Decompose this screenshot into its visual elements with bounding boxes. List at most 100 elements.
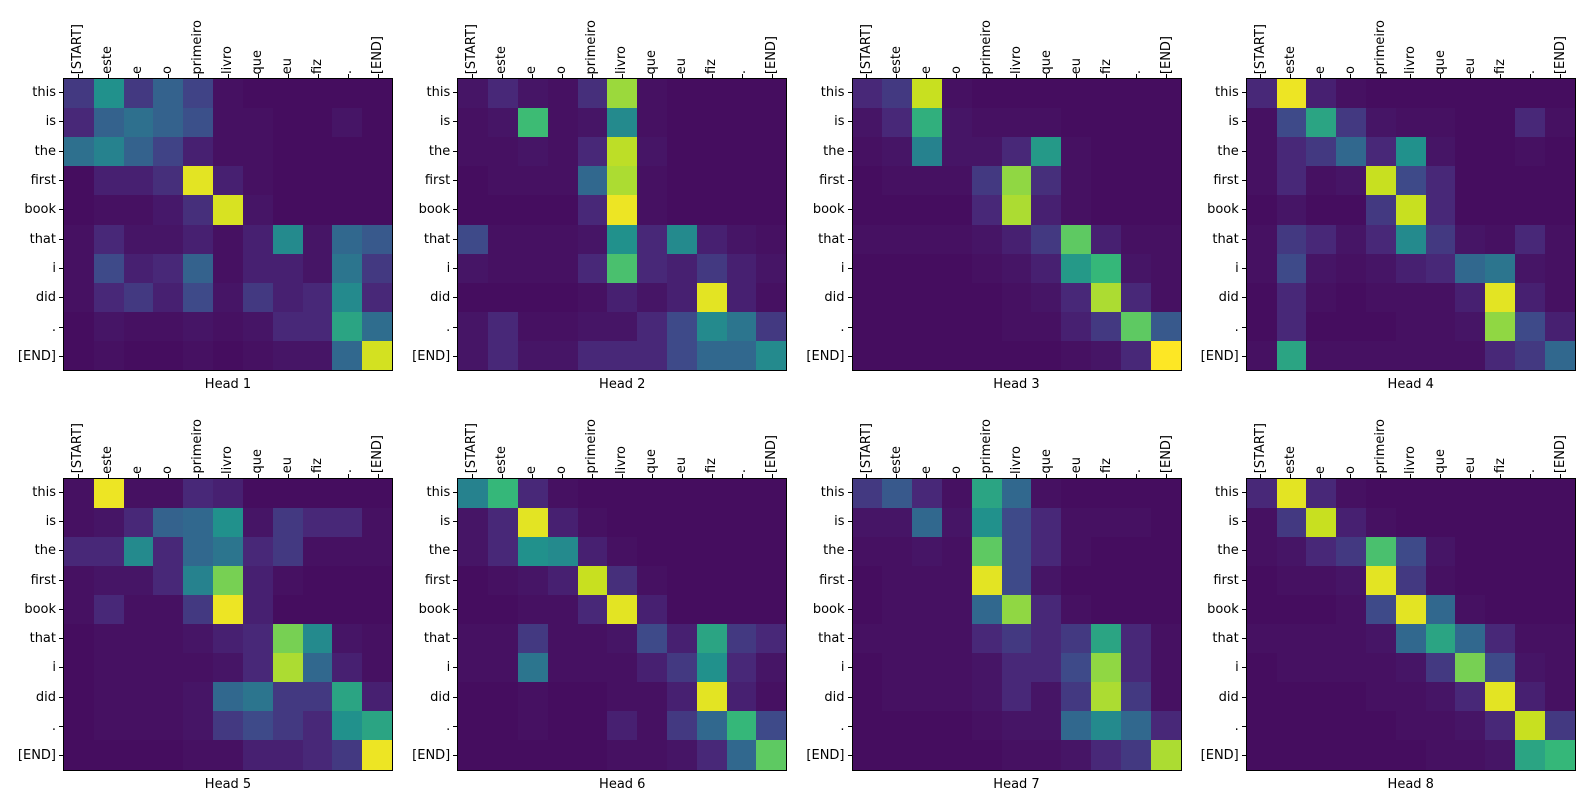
heatmap-cell — [1001, 653, 1032, 683]
heatmap-cell — [756, 253, 787, 283]
heatmap-cell — [1306, 653, 1337, 683]
heatmap-cell — [517, 282, 548, 312]
heatmap-cell — [1031, 253, 1062, 283]
heatmap-cell — [1544, 653, 1575, 683]
heatmap-cell — [272, 340, 303, 370]
x-tick-label-text: e — [524, 66, 540, 74]
subplot-head-3: [START] este e o primeiro livro que eu fiz. [END]… — [795, 4, 1189, 404]
heatmap-cell — [1544, 711, 1575, 741]
heatmap-cell — [1366, 311, 1396, 341]
heatmap-cell — [1306, 195, 1337, 225]
heatmap-cell — [696, 282, 727, 312]
heatmap-cell — [272, 653, 303, 683]
heatmap-cell — [577, 740, 608, 770]
x-tick-label-text: [END] — [1158, 435, 1174, 474]
x-tick-mark — [1470, 74, 1472, 78]
heatmap-cell — [1395, 166, 1426, 196]
heatmap-cell — [1120, 108, 1151, 138]
heatmap-cell — [213, 682, 243, 712]
y-tick-label: book — [1207, 601, 1239, 617]
heatmap-cell — [362, 311, 392, 341]
y-tick-mark — [1241, 667, 1246, 669]
heatmap-cell — [607, 478, 638, 508]
heatmap-cell — [93, 311, 124, 341]
x-tick-label: este — [882, 6, 912, 74]
heatmap-cell — [1031, 137, 1062, 167]
x-tick-label: primeiro — [972, 406, 1002, 474]
heatmap-cell — [637, 507, 667, 537]
y-tick-mark — [59, 667, 63, 669]
attention-heatmap — [63, 477, 393, 771]
heatmap-cell — [852, 536, 883, 566]
heatmap-cell — [1544, 137, 1575, 167]
heatmap-cell — [971, 507, 1002, 537]
x-tick-label-text: fiz — [310, 58, 325, 74]
heatmap-cell — [1061, 478, 1092, 508]
heatmap-cell — [1120, 536, 1151, 566]
heatmap-cell — [1336, 565, 1367, 595]
heatmap-cell — [1306, 166, 1337, 196]
subplot-title: Head 1 — [204, 377, 252, 392]
heatmap-cell — [1150, 166, 1181, 196]
heatmap-cell — [1366, 224, 1396, 254]
heatmap-cell — [153, 166, 184, 196]
x-tick-label: [START] — [457, 406, 487, 473]
heatmap-cell — [123, 653, 154, 683]
y-tick-label: the — [1217, 143, 1239, 159]
heatmap-cell — [1455, 507, 1486, 537]
heatmap-cell — [852, 108, 883, 138]
heatmap-cell — [696, 137, 727, 167]
heatmap-cell — [488, 507, 518, 537]
y-tick-label: [END] — [1200, 748, 1239, 764]
heatmap-cell — [183, 79, 214, 109]
heatmap-cell — [1544, 682, 1575, 712]
x-tick-mark — [1016, 74, 1017, 78]
heatmap-cell — [1336, 195, 1367, 225]
heatmap-cell — [1120, 507, 1151, 537]
x-tick-mark — [1106, 74, 1107, 78]
heatmap-cell — [332, 166, 363, 196]
heatmap-cell — [756, 740, 787, 770]
heatmap-cell — [941, 594, 972, 624]
y-tick-label: is — [1228, 114, 1239, 130]
heatmap-cell — [1544, 740, 1575, 770]
x-axis-ticks — [1246, 74, 1576, 78]
heatmap-cell — [882, 108, 913, 138]
heatmap-cell — [1544, 565, 1575, 595]
x-tick-mark — [1260, 473, 1262, 478]
y-tick-label: i — [446, 660, 451, 676]
heatmap-cell — [1515, 507, 1545, 537]
heatmap-cell — [93, 195, 124, 225]
heatmap-cell — [696, 195, 727, 225]
heatmap-cell — [272, 311, 303, 341]
heatmap-cell — [1031, 594, 1062, 624]
heatmap-cell — [882, 195, 913, 225]
heatmap-cell — [1425, 224, 1456, 254]
y-tick-mark — [59, 267, 63, 269]
x-tick-label: este — [882, 406, 912, 474]
heatmap-cell — [852, 682, 883, 712]
heatmap-cell — [726, 108, 757, 138]
heatmap-cell — [1091, 653, 1121, 683]
x-tick-label-text: o — [160, 465, 175, 474]
heatmap-cell — [458, 536, 489, 566]
heatmap-cell — [362, 79, 392, 109]
heatmap-cell — [1455, 478, 1486, 508]
heatmap-cell — [272, 565, 303, 595]
y-tick-mark — [453, 297, 458, 299]
heatmap-cell — [93, 653, 124, 683]
x-tick-label-text: eu — [674, 457, 690, 474]
x-tick-mark — [317, 74, 319, 78]
heatmap-cell — [971, 740, 1002, 770]
heatmap-cell — [547, 195, 578, 225]
heatmap-cell — [123, 195, 154, 225]
heatmap-cell — [1425, 653, 1456, 683]
heatmap-cell — [882, 253, 913, 283]
heatmap-cell — [696, 682, 727, 712]
y-tick-label: did — [430, 290, 451, 306]
heatmap-cell — [272, 624, 303, 654]
heatmap-cell — [1515, 653, 1545, 683]
heatmap-cell — [1395, 253, 1426, 283]
x-tick-label-text: [START] — [858, 423, 874, 474]
x-tick-label: que — [1032, 6, 1062, 75]
